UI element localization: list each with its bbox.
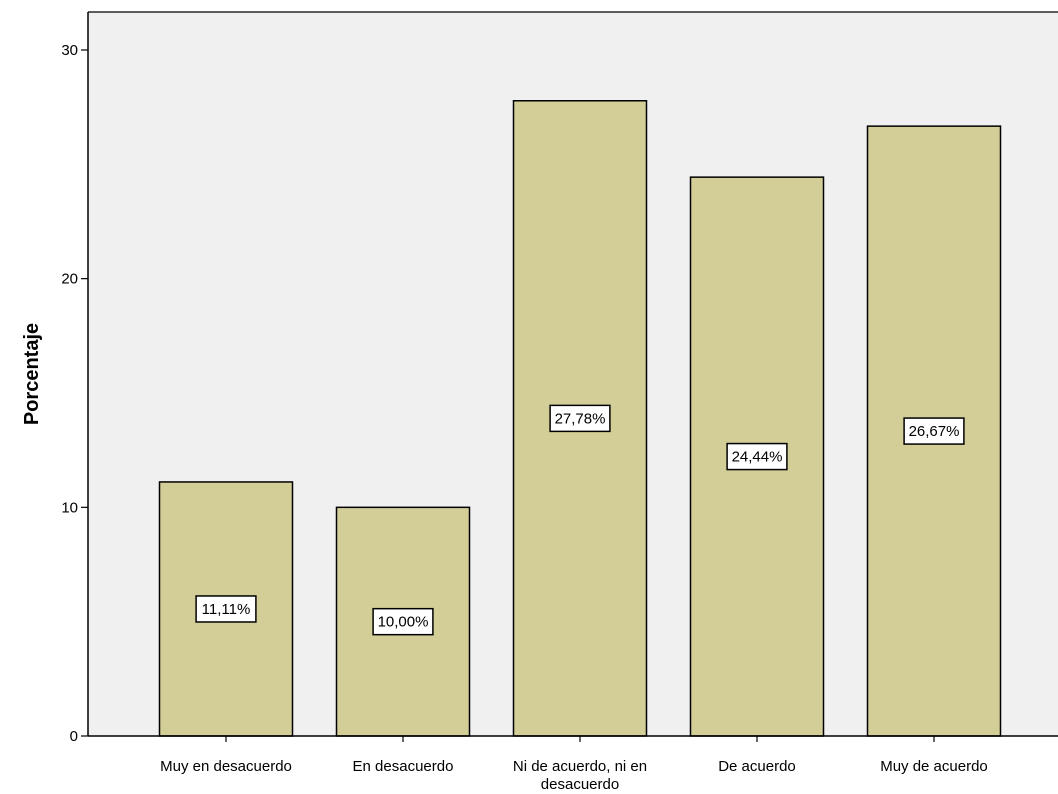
data-label-box (549, 404, 611, 433)
data-label-text: 26,67% (909, 423, 960, 440)
data-label-box (372, 607, 434, 636)
data-label: 10,00% (372, 607, 434, 636)
y-axis-label: Porcentaje (21, 323, 43, 425)
x-tick-labels: Muy en desacuerdo En desacuerdo Ni de acue… (160, 736, 988, 793)
x-tick-label: Ni de acuerdo, ni en (513, 758, 647, 775)
data-labels: 11,11% 10,00% 27,78% 24,44% 26,67% (195, 404, 965, 636)
data-label-text: 10,00% (378, 614, 429, 631)
data-label: 26,67% (903, 417, 965, 445)
data-label-text: 11,11% (202, 601, 251, 618)
data-label-box (903, 417, 965, 445)
x-tick-label: De acuerdo (718, 758, 796, 775)
data-label-box (726, 442, 788, 471)
data-label-text: 27,78% (555, 410, 606, 427)
y-tick-label: 30 (61, 42, 78, 59)
x-tick-label: Muy de acuerdo (880, 758, 988, 775)
data-label: 11,11% (195, 595, 257, 623)
data-label: 27,78% (549, 404, 611, 433)
data-label: 24,44% (726, 442, 788, 471)
data-label-text: 24,44% (732, 449, 783, 466)
y-ticks: 0 10 20 30 (61, 42, 88, 745)
data-label-box (195, 595, 257, 623)
x-tick-label: desacuerdo (541, 776, 619, 793)
y-tick-label: 20 (61, 271, 78, 288)
x-tick-label: En desacuerdo (353, 758, 454, 775)
y-tick-label: 0 (70, 728, 78, 745)
x-tick-label: Muy en desacuerdo (160, 758, 292, 775)
y-tick-label: 10 (61, 499, 78, 516)
